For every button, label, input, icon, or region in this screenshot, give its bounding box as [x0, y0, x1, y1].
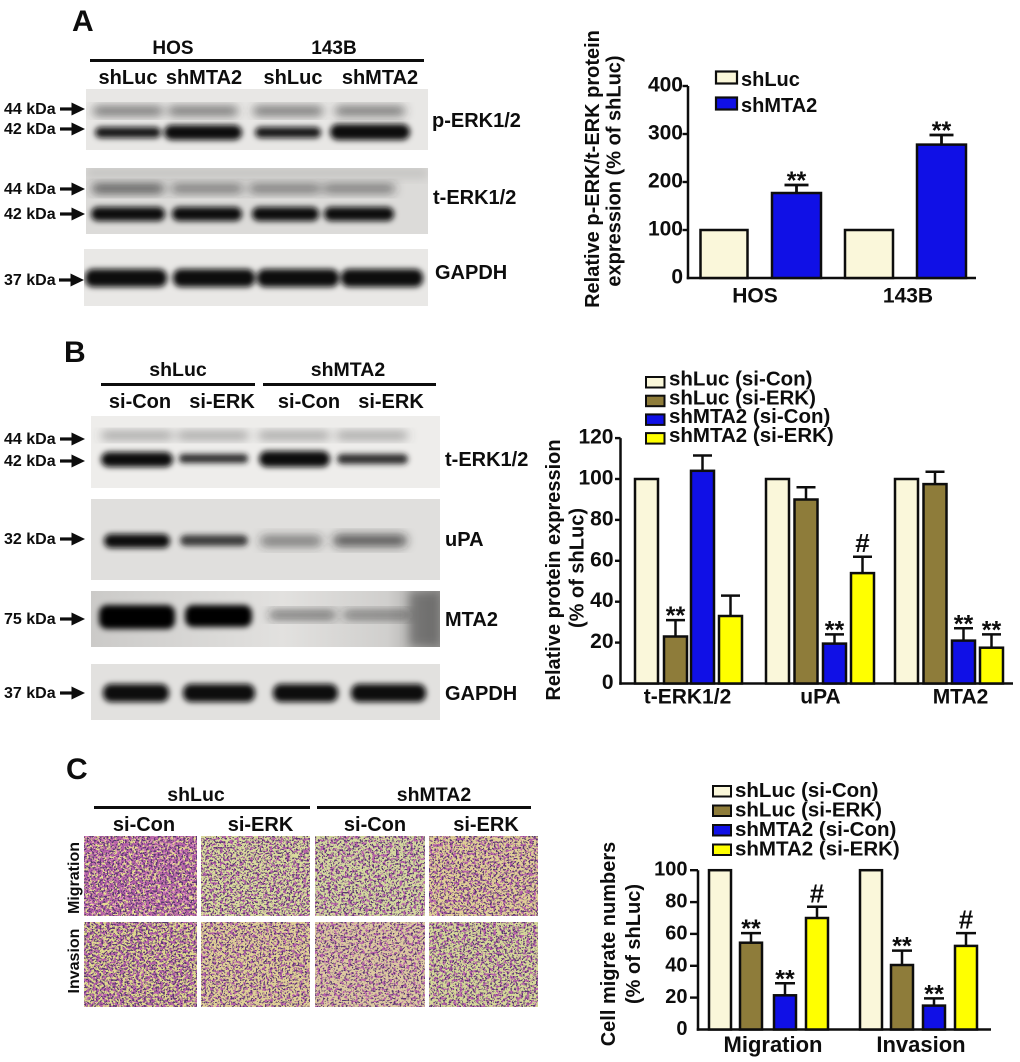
svg-text:**: ** [775, 965, 795, 993]
svg-text:expression (% of shLuc): expression (% of shLuc) [604, 55, 626, 286]
svg-text:#: # [810, 878, 825, 908]
svg-text:**: ** [982, 616, 1002, 644]
svg-text:t-ERK1/2: t-ERK1/2 [644, 686, 732, 709]
svg-text:#: # [855, 528, 870, 558]
svg-text:Cell migrate numbers: Cell migrate numbers [598, 842, 620, 1047]
svg-text:300: 300 [648, 122, 683, 145]
svg-text:100: 100 [654, 859, 687, 881]
svg-text:100: 100 [648, 218, 683, 241]
svg-text:**: ** [825, 616, 845, 644]
svg-text:shLuc (si-ERK): shLuc (si-ERK) [669, 386, 816, 409]
svg-text:shMTA2 (si-Con): shMTA2 (si-Con) [735, 818, 896, 841]
svg-text:Invasion: Invasion [876, 1032, 965, 1057]
svg-text:shLuc (si-Con): shLuc (si-Con) [669, 368, 813, 391]
svg-text:shLuc: shLuc [741, 69, 800, 91]
svg-text:MTA2: MTA2 [933, 686, 989, 709]
svg-text:0: 0 [676, 1018, 687, 1040]
svg-text:Migration: Migration [724, 1032, 823, 1057]
svg-text:400: 400 [648, 74, 683, 97]
svg-text:**: ** [666, 602, 686, 630]
svg-text:(% of shLuc): (% of shLuc) [623, 884, 645, 1004]
svg-text:0: 0 [671, 266, 683, 289]
svg-text:HOS: HOS [732, 285, 778, 308]
svg-text:**: ** [932, 117, 952, 145]
svg-text:40: 40 [590, 589, 613, 612]
svg-text:100: 100 [578, 467, 613, 490]
svg-text:60: 60 [590, 548, 613, 571]
svg-text:**: ** [787, 167, 807, 195]
svg-text:**: ** [924, 980, 944, 1008]
svg-text:Relative protein expression: Relative protein expression [543, 439, 565, 700]
svg-text:#: # [959, 905, 974, 935]
svg-text:20: 20 [665, 986, 687, 1008]
svg-text:shMTA2 (si-Con): shMTA2 (si-Con) [669, 405, 830, 428]
svg-text:shMTA2 (si-ERK): shMTA2 (si-ERK) [669, 424, 834, 447]
svg-text:40: 40 [665, 954, 687, 976]
svg-text:143B: 143B [883, 285, 933, 308]
svg-text:120: 120 [578, 426, 613, 449]
svg-text:**: ** [741, 915, 761, 943]
svg-text:shMTA2: shMTA2 [741, 95, 817, 117]
svg-text:80: 80 [590, 507, 613, 530]
svg-text:shLuc (si-Con): shLuc (si-Con) [735, 779, 879, 802]
svg-text:Relative p-ERK/t-ERK protein: Relative p-ERK/t-ERK protein [582, 30, 604, 308]
svg-text:uPA: uPA [800, 686, 840, 709]
svg-text:shMTA2 (si-ERK): shMTA2 (si-ERK) [735, 838, 900, 861]
svg-text:**: ** [954, 610, 974, 638]
svg-text:200: 200 [648, 170, 683, 193]
svg-text:20: 20 [590, 630, 613, 653]
svg-text:(% of shLuc): (% of shLuc) [567, 508, 589, 628]
svg-text:shLuc (si-ERK): shLuc (si-ERK) [735, 799, 882, 822]
svg-text:80: 80 [665, 891, 687, 913]
svg-text:0: 0 [602, 671, 614, 694]
svg-text:60: 60 [665, 922, 687, 944]
svg-text:**: ** [892, 933, 912, 961]
